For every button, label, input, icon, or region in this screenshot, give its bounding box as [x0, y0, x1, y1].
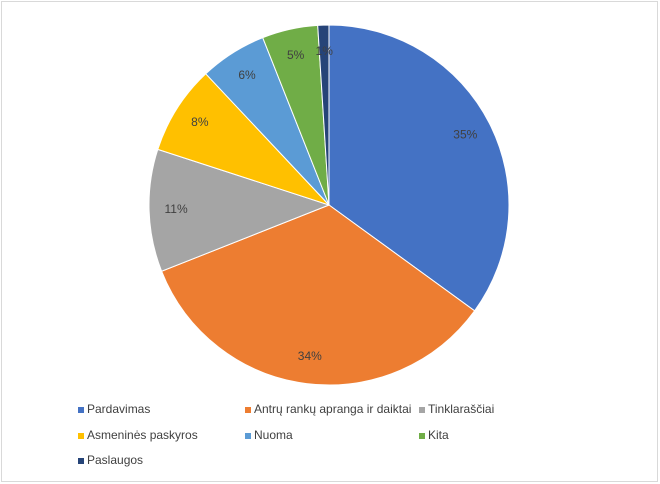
data-label: 34% [298, 349, 322, 363]
legend-label: Tinklaraščiai [428, 402, 494, 416]
data-label: 6% [238, 68, 256, 82]
legend-marker [419, 407, 425, 413]
legend-marker [419, 433, 425, 439]
legend-label: Pardavimas [87, 402, 150, 416]
legend-marker [78, 458, 84, 464]
data-label: 1% [316, 44, 334, 58]
legend-marker [245, 433, 251, 439]
pie-slice [148, 148, 331, 272]
data-label: 11% [165, 202, 188, 216]
legend-label: Nuoma [254, 428, 293, 442]
legend-label: Antrų rankų apranga ir daiktai [254, 402, 411, 416]
legend-marker [78, 407, 84, 413]
pie-slice [157, 73, 330, 206]
data-label: 5% [287, 48, 305, 62]
legend-label: Paslaugos [87, 453, 143, 467]
legend-marker [78, 433, 84, 439]
legend-label: Kita [428, 428, 449, 442]
pie-slice [328, 24, 510, 312]
data-label: 8% [191, 115, 209, 129]
pie-slice [160, 204, 476, 386]
pie-slice [317, 24, 330, 206]
legend-marker [245, 407, 251, 413]
legend-label: Asmeninės paskyros [87, 428, 198, 442]
data-label: 35% [453, 128, 477, 142]
